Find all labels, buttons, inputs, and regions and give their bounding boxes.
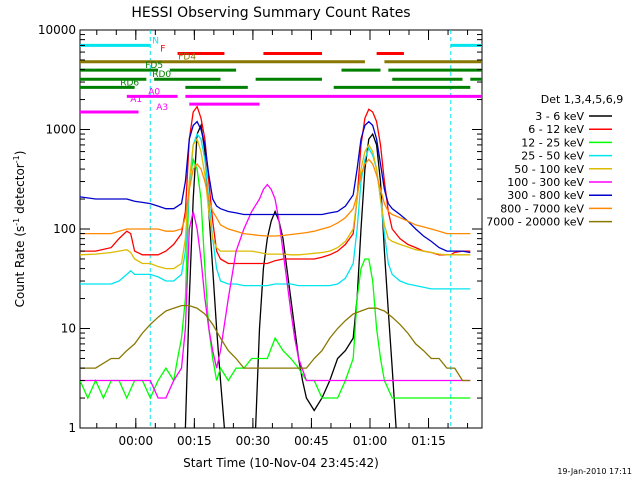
y-axis-label-sup2: -1 [12, 155, 21, 163]
y-tick-label: 10000 [38, 23, 76, 37]
x-axis-label: Start Time (10-Nov-04 23:45:42) [183, 456, 379, 470]
series-line-7000-20000-kev [80, 304, 471, 382]
chart-title: HESSI Observing Summary Count Rates [131, 5, 410, 21]
y-tick-label: 100 [53, 222, 76, 236]
y-axis-label-sup1: -1 [12, 218, 21, 226]
series-lines [80, 105, 471, 428]
x-axis: 00:00 00:15 00:30 00:45 01:00 01:15 [96, 30, 469, 448]
legend-label-3-6-kev: 3 - 6 keV [535, 110, 584, 123]
flag-label-a1: A1 [130, 95, 142, 105]
y-tick-label: 10 [61, 322, 76, 336]
legend-label-800-7000-kev: 800 - 7000 keV [500, 202, 584, 215]
series-line-25-50-kev [80, 132, 471, 290]
flag-label-a0: A0 [148, 87, 160, 97]
legend-label-100-300-kev: 100 - 300 keV [507, 176, 584, 189]
legend-label-6-12-kev: 6 - 12 keV [528, 123, 584, 136]
y-axis-label-mid: detector [13, 163, 27, 218]
series-line-3-6-kev [184, 123, 397, 428]
flag-label-rd0: RD0 [152, 70, 171, 80]
legend-label-12-25-kev: 12 - 25 keV [521, 136, 584, 149]
x-tick-label: 01:15 [411, 434, 446, 448]
legend-title: Det 1,3,4,5,6,9 [541, 93, 624, 106]
y-tick-label: 1000 [45, 123, 76, 137]
series-line-50-100-kev [80, 137, 471, 270]
footer-timestamp: 19-Jan-2010 17:11 [557, 467, 632, 476]
x-tick-label: 00:15 [177, 434, 212, 448]
flag-label-a3: A3 [156, 103, 168, 113]
x-tick-label: 00:00 [119, 434, 154, 448]
legend-label-7000-20000-kev: 7000 - 20000 keV [486, 216, 584, 229]
legend-label-50-100-kev: 50 - 100 keV [514, 163, 584, 176]
y-axis-label-end: ) [13, 151, 27, 156]
x-tick-label: 00:30 [236, 434, 271, 448]
y-axis-label-main: Count Rate (s [13, 226, 27, 308]
series-line-800-7000-kev [80, 158, 471, 237]
legend-label-300-800-kev: 300 - 800 keV [507, 189, 584, 202]
flag-label-rd6: RD6 [120, 78, 139, 88]
flag-label-n: N [152, 36, 159, 46]
y-axis: 1 10 100 1000 10000 [38, 23, 482, 435]
series-line-12-25-kev [80, 157, 471, 400]
flag-label-fd4: FD4 [178, 53, 196, 63]
x-tick-label: 00:45 [294, 434, 329, 448]
y-tick-label: 1 [68, 421, 76, 435]
flag-label-fd5: FD5 [145, 61, 163, 71]
x-tick-label: 01:00 [353, 434, 388, 448]
flag-label-f: F [160, 45, 165, 55]
series-line-6-12-kev [80, 105, 471, 265]
series-line-100-300-kev [80, 183, 471, 399]
series-line-300-800-kev [80, 120, 471, 254]
y-axis-label: Count Rate (s-1 detector-1) [12, 151, 27, 308]
legend-label-25-50-kev: 25 - 50 keV [521, 150, 584, 163]
